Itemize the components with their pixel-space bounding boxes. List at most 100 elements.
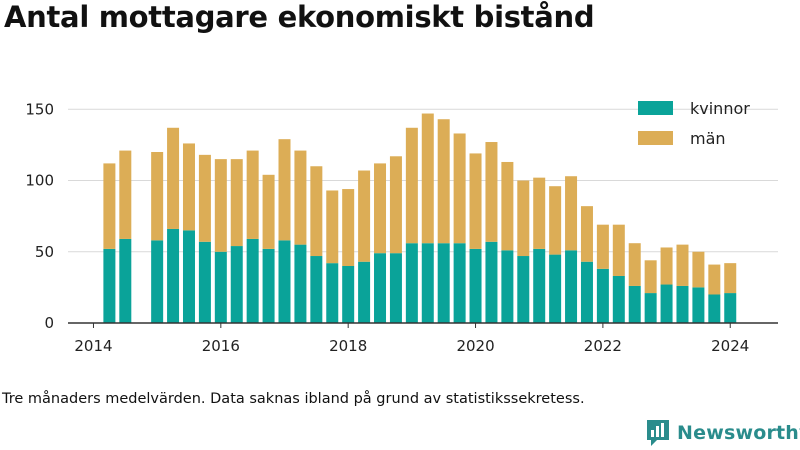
bar-kvinnor xyxy=(501,250,514,323)
bar-kvinnor xyxy=(246,238,259,323)
bar-män xyxy=(167,127,180,229)
bar-kvinnor xyxy=(660,284,673,323)
chart-canvas: 2014 2016 2018 2020 2022 2024 0 50 100 150 kvinn… xyxy=(25,99,778,355)
bar-kvinnor xyxy=(628,285,641,323)
bar-män xyxy=(676,244,689,286)
bar-kvinnor xyxy=(612,275,625,323)
bar-män xyxy=(103,163,116,249)
bar-kvinnor xyxy=(708,294,721,323)
bar-män xyxy=(501,161,514,251)
bar-män xyxy=(628,243,641,286)
bar-kvinnor xyxy=(724,293,737,323)
bar-kvinnor xyxy=(389,253,402,323)
bar-män xyxy=(310,166,323,257)
bar-kvinnor xyxy=(644,293,657,323)
bar-män xyxy=(198,154,211,242)
bar-kvinnor xyxy=(485,241,498,323)
bar-män xyxy=(533,177,546,249)
bar-män xyxy=(565,176,578,251)
bar-män xyxy=(405,127,418,244)
bar-män xyxy=(214,159,227,252)
legend-swatch-kvinnor xyxy=(638,101,673,115)
bar-män xyxy=(278,139,291,241)
bar-kvinnor xyxy=(151,240,164,323)
bar-kvinnor xyxy=(533,248,546,323)
bar-män xyxy=(469,153,482,249)
bar-kvinnor xyxy=(437,243,450,323)
legend-swatch-män xyxy=(638,131,673,145)
bar-män xyxy=(580,206,593,262)
bar-män xyxy=(230,159,243,247)
bar-män xyxy=(374,163,387,254)
bar-kvinnor xyxy=(596,268,609,323)
y-axis: 0 50 100 150 xyxy=(25,100,54,332)
x-tick-label: 2016 xyxy=(202,337,240,355)
bar-kvinnor xyxy=(214,251,227,323)
bar-män xyxy=(644,260,657,294)
bar-kvinnor xyxy=(374,253,387,323)
bar-män xyxy=(342,189,355,266)
bar-män xyxy=(262,174,275,249)
bar-män xyxy=(246,150,259,239)
bar-kvinnor xyxy=(326,263,339,323)
bar-män xyxy=(437,119,450,244)
bar-män xyxy=(708,264,721,295)
bar-kvinnor xyxy=(310,256,323,323)
bar-kvinnor xyxy=(294,244,307,323)
y-tick-label: 0 xyxy=(44,314,54,332)
x-tick-label: 2020 xyxy=(456,337,494,355)
bar-kvinnor xyxy=(358,261,371,323)
bar-kvinnor xyxy=(405,243,418,323)
footnote: Tre månaders medelvärden. Data saknas ib… xyxy=(2,391,585,407)
bar-kvinnor xyxy=(421,243,434,323)
bar-kvinnor xyxy=(580,261,593,323)
bar-män xyxy=(119,150,132,239)
bar-män xyxy=(453,133,466,244)
bar-män xyxy=(151,152,164,241)
bar-män xyxy=(596,224,609,269)
x-tick-label: 2022 xyxy=(584,337,622,355)
bars xyxy=(103,113,737,323)
bar-kvinnor xyxy=(469,248,482,323)
bar-kvinnor xyxy=(453,243,466,323)
bar-män xyxy=(358,170,371,262)
x-tick-label: 2014 xyxy=(74,337,112,355)
bar-kvinnor xyxy=(230,246,243,323)
legend-label-kvinnor: kvinnor xyxy=(690,99,750,118)
bar-kvinnor xyxy=(182,230,195,323)
legend: kvinnor män xyxy=(638,99,750,148)
y-tick-label: 100 xyxy=(25,172,54,190)
x-tick-label: 2018 xyxy=(329,337,367,355)
brand-logo[interactable]: Newsworthy xyxy=(645,418,800,448)
bar-män xyxy=(660,247,673,285)
x-axis: 2014 2016 2018 2020 2022 2024 xyxy=(68,322,778,355)
bar-kvinnor xyxy=(198,241,211,323)
bar-kvinnor xyxy=(549,254,562,323)
bar-män xyxy=(724,263,737,294)
bar-män xyxy=(485,142,498,242)
bar-män xyxy=(326,190,339,264)
bar-män xyxy=(421,113,434,244)
bar-kvinnor xyxy=(692,287,705,323)
bar-kvinnor xyxy=(342,266,355,323)
bar-kvinnor xyxy=(565,250,578,323)
bar-kvinnor xyxy=(167,228,180,323)
bar-kvinnor xyxy=(103,248,116,323)
bar-kvinnor xyxy=(119,238,132,323)
bar-män xyxy=(294,150,307,245)
bar-kvinnor xyxy=(278,240,291,323)
x-tick-label: 2024 xyxy=(711,337,749,355)
bar-kvinnor xyxy=(676,285,689,323)
brand-name: Newsworthy xyxy=(677,422,800,444)
bar-kvinnor xyxy=(262,248,275,323)
bar-kvinnor xyxy=(517,256,530,323)
bar-män xyxy=(389,156,402,254)
y-tick-label: 150 xyxy=(25,100,54,118)
newsworthy-logo-icon xyxy=(647,420,669,446)
chart-title: Antal mottagare ekonomiskt bistånd xyxy=(4,0,595,34)
bar-män xyxy=(612,224,625,276)
y-tick-label: 50 xyxy=(35,243,54,261)
bar-män xyxy=(692,251,705,288)
legend-label-män: män xyxy=(690,129,726,148)
bar-män xyxy=(182,143,195,231)
